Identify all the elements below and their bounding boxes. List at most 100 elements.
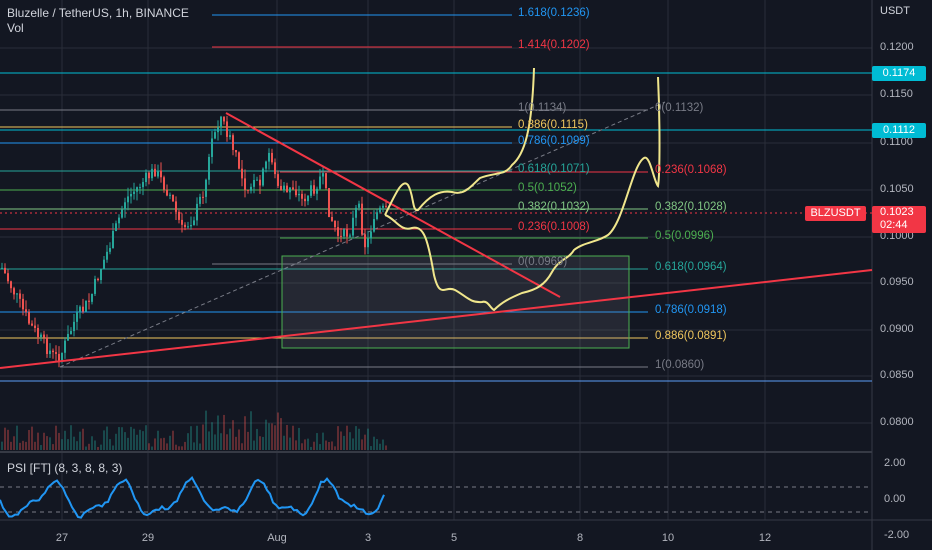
candle-body <box>97 278 99 281</box>
psi-tick: 2.00 <box>884 457 906 469</box>
candle-body <box>349 235 351 237</box>
candle-body <box>268 152 270 162</box>
target-zone-box[interactable] <box>281 255 630 349</box>
candle-body <box>259 179 261 186</box>
time-label: 3 <box>364 532 372 544</box>
candle-body <box>277 174 279 186</box>
candle-body <box>55 352 57 354</box>
volume-bar <box>109 439 111 450</box>
candlesticks[interactable] <box>1 115 387 368</box>
price-tick: 0.1200 <box>880 41 914 53</box>
current-price-value: 0.1023 <box>880 206 914 218</box>
candle-body <box>298 193 300 196</box>
candle-body <box>118 217 120 224</box>
psi-tick: 0.00 <box>884 493 906 505</box>
volume-bar <box>100 444 102 450</box>
volume-bar <box>184 441 186 450</box>
candle-body <box>151 168 153 179</box>
candle-body <box>34 325 36 329</box>
volume-bar <box>322 432 324 450</box>
time-label: 8 <box>576 532 584 544</box>
volume-bar <box>190 426 192 450</box>
volume-bar <box>298 427 300 450</box>
volume-bar <box>331 441 333 450</box>
candle-body <box>283 185 285 190</box>
volume-bar <box>34 441 36 450</box>
candle-body <box>70 331 72 334</box>
volume-bar <box>265 419 267 450</box>
candle-body <box>238 152 240 169</box>
candle-body <box>82 306 84 312</box>
candle-body <box>208 156 210 180</box>
volume-bar <box>301 443 303 450</box>
psi-tick: -2.00 <box>884 529 910 541</box>
candle-body <box>292 187 294 190</box>
fib-right-label: 0.236(0.1068) <box>655 164 727 176</box>
volume-bar <box>340 431 342 450</box>
volume-bar <box>358 428 360 450</box>
fib-retracement-right[interactable] <box>0 109 648 368</box>
volume-bar <box>1 441 3 450</box>
candle-body <box>304 198 306 202</box>
candle-body <box>370 231 372 239</box>
projection-path-bullish[interactable] <box>384 67 535 216</box>
volume-bar <box>208 431 210 450</box>
volume-bar <box>292 425 294 450</box>
fib-left-label: 0.786(0.1099) <box>518 135 590 147</box>
volume-bar <box>352 438 354 450</box>
volume-bar <box>286 424 288 450</box>
volume-bar <box>193 442 195 450</box>
projection-path-correction[interactable] <box>384 76 661 312</box>
candle-body <box>112 231 114 249</box>
volume-bar <box>280 418 282 450</box>
candle-body <box>226 121 228 137</box>
candle-body <box>148 172 150 179</box>
volume-bar <box>283 435 285 450</box>
fib-retracement-left[interactable] <box>0 14 512 265</box>
volume-label[interactable]: Vol <box>7 21 24 35</box>
volume-bar <box>355 426 357 450</box>
fib-left-label: 1.618(0.1236) <box>518 7 590 19</box>
volume-bar <box>223 414 225 450</box>
descending-trendline[interactable] <box>225 112 561 298</box>
candle-body <box>190 225 192 227</box>
candle-body <box>157 170 159 177</box>
time-label: 5 <box>450 532 458 544</box>
candle-body <box>61 352 63 361</box>
symbol-title[interactable]: Bluzelle / TetherUS, 1h, BINANCE <box>7 6 189 20</box>
volume-bar <box>376 439 378 450</box>
volume-bar <box>58 432 60 450</box>
volume-bar <box>253 440 255 450</box>
volume-bar <box>52 444 54 450</box>
candle-body <box>364 234 366 248</box>
volume-bar <box>385 445 387 450</box>
volume-bar <box>25 441 27 450</box>
volume-bar <box>13 436 15 450</box>
volume-bar <box>235 436 237 450</box>
candle-body <box>214 132 216 139</box>
candle-body <box>361 203 363 235</box>
ascending-trendline[interactable] <box>0 269 873 369</box>
candle-body <box>28 312 30 324</box>
indicator-label[interactable]: PSI [FT] (8, 3, 8, 8, 3) <box>7 461 123 475</box>
volume-bar <box>97 446 99 450</box>
volume-bar <box>70 425 72 450</box>
candle-body <box>25 309 27 313</box>
time-label: 29 <box>141 532 155 544</box>
candle-body <box>22 298 24 310</box>
candle-body <box>229 135 231 137</box>
volume-bar <box>196 425 198 450</box>
psi-line[interactable] <box>0 476 385 519</box>
volume-bar <box>7 429 9 450</box>
volume-bar <box>307 438 309 450</box>
volume-bar <box>343 435 345 450</box>
volume-bar <box>10 441 12 450</box>
volume-bar <box>94 440 96 450</box>
volume-bar <box>313 441 315 450</box>
volume-bar <box>364 434 366 450</box>
fib-left-label: 0.618(0.1071) <box>518 163 590 175</box>
candle-body <box>4 267 6 274</box>
candle-body <box>211 138 213 157</box>
candle-body <box>313 185 315 194</box>
